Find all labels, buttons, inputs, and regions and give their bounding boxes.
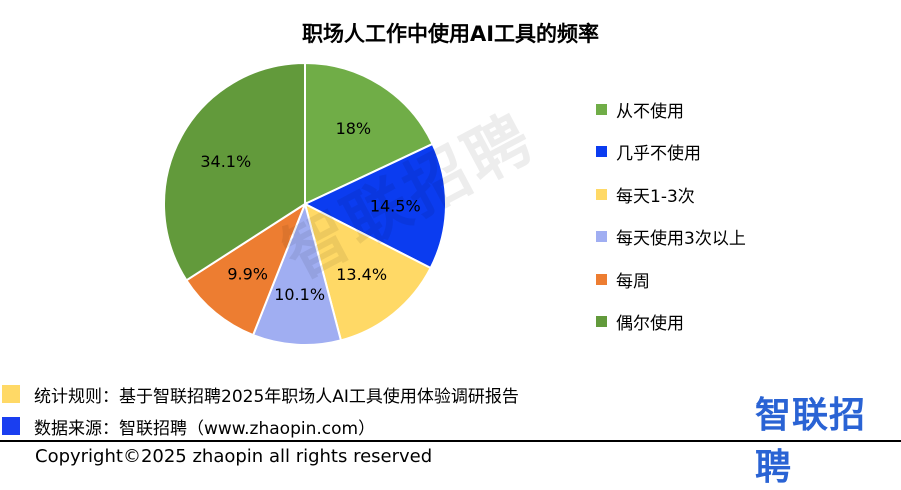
pie-slice <box>302 142 447 270</box>
chart-title: 职场人工作中使用AI工具的频率 <box>301 22 600 46</box>
legend-swatch <box>596 273 607 285</box>
copyright: Copyright©2025 zhaopin all rights reserv… <box>35 446 433 467</box>
legend-swatch <box>596 316 607 328</box>
pie-slice <box>304 61 434 206</box>
note-marker <box>2 417 20 435</box>
legend-swatch <box>596 231 607 243</box>
legend-label: 每天使用3次以上 <box>616 229 746 250</box>
footer-notes: 统计规则：基于智联招聘2025年职场人AI工具使用体验调研报告 数据来源：智联招… <box>2 378 519 442</box>
legend-item: 从不使用 <box>596 88 746 131</box>
legend-label: 从不使用 <box>616 101 684 122</box>
legend-item: 偶尔使用 <box>596 301 746 344</box>
legend-swatch <box>596 103 607 115</box>
pie-slice <box>185 201 308 337</box>
pie-slice <box>251 200 343 346</box>
slice-data-label: 10.1% <box>274 285 325 304</box>
slice-data-label: 14.5% <box>370 196 421 215</box>
slice-data-label: 34.1% <box>200 152 251 171</box>
note-row-source: 数据来源：智联招聘（www.zhaopin.com） <box>2 410 519 442</box>
legend-item: 每天1-3次 <box>596 173 746 216</box>
note-text: 统计规则：基于智联招聘2025年职场人AI工具使用体验调研报告 <box>34 386 519 407</box>
legend-label: 每周 <box>616 271 650 292</box>
brand-logo: 智联招聘 <box>755 395 867 488</box>
pie-slice <box>163 61 306 282</box>
note-text: 数据来源：智联招聘（www.zhaopin.com） <box>34 418 376 439</box>
legend-swatch <box>596 188 607 200</box>
pie-slice <box>303 202 432 342</box>
legend-label: 偶尔使用 <box>616 314 684 335</box>
slice-data-label: 13.4% <box>336 265 387 284</box>
legend-swatch <box>596 146 607 158</box>
note-marker <box>2 385 20 403</box>
slice-data-label: 9.9% <box>227 265 268 284</box>
legend-item: 几乎不使用 <box>596 131 746 174</box>
note-row-rule: 统计规则：基于智联招聘2025年职场人AI工具使用体验调研报告 <box>2 378 519 410</box>
legend-item: 每天使用3次以上 <box>596 216 746 259</box>
legend: 从不使用几乎不使用每天1-3次每天使用3次以上 每周偶尔使用 <box>596 88 746 343</box>
footer-divider <box>0 440 901 442</box>
legend-label: 每天1-3次 <box>616 186 695 207</box>
slice-data-label: 18% <box>336 119 372 138</box>
legend-item: 每周 <box>596 258 746 301</box>
legend-label: 几乎不使用 <box>616 144 701 165</box>
